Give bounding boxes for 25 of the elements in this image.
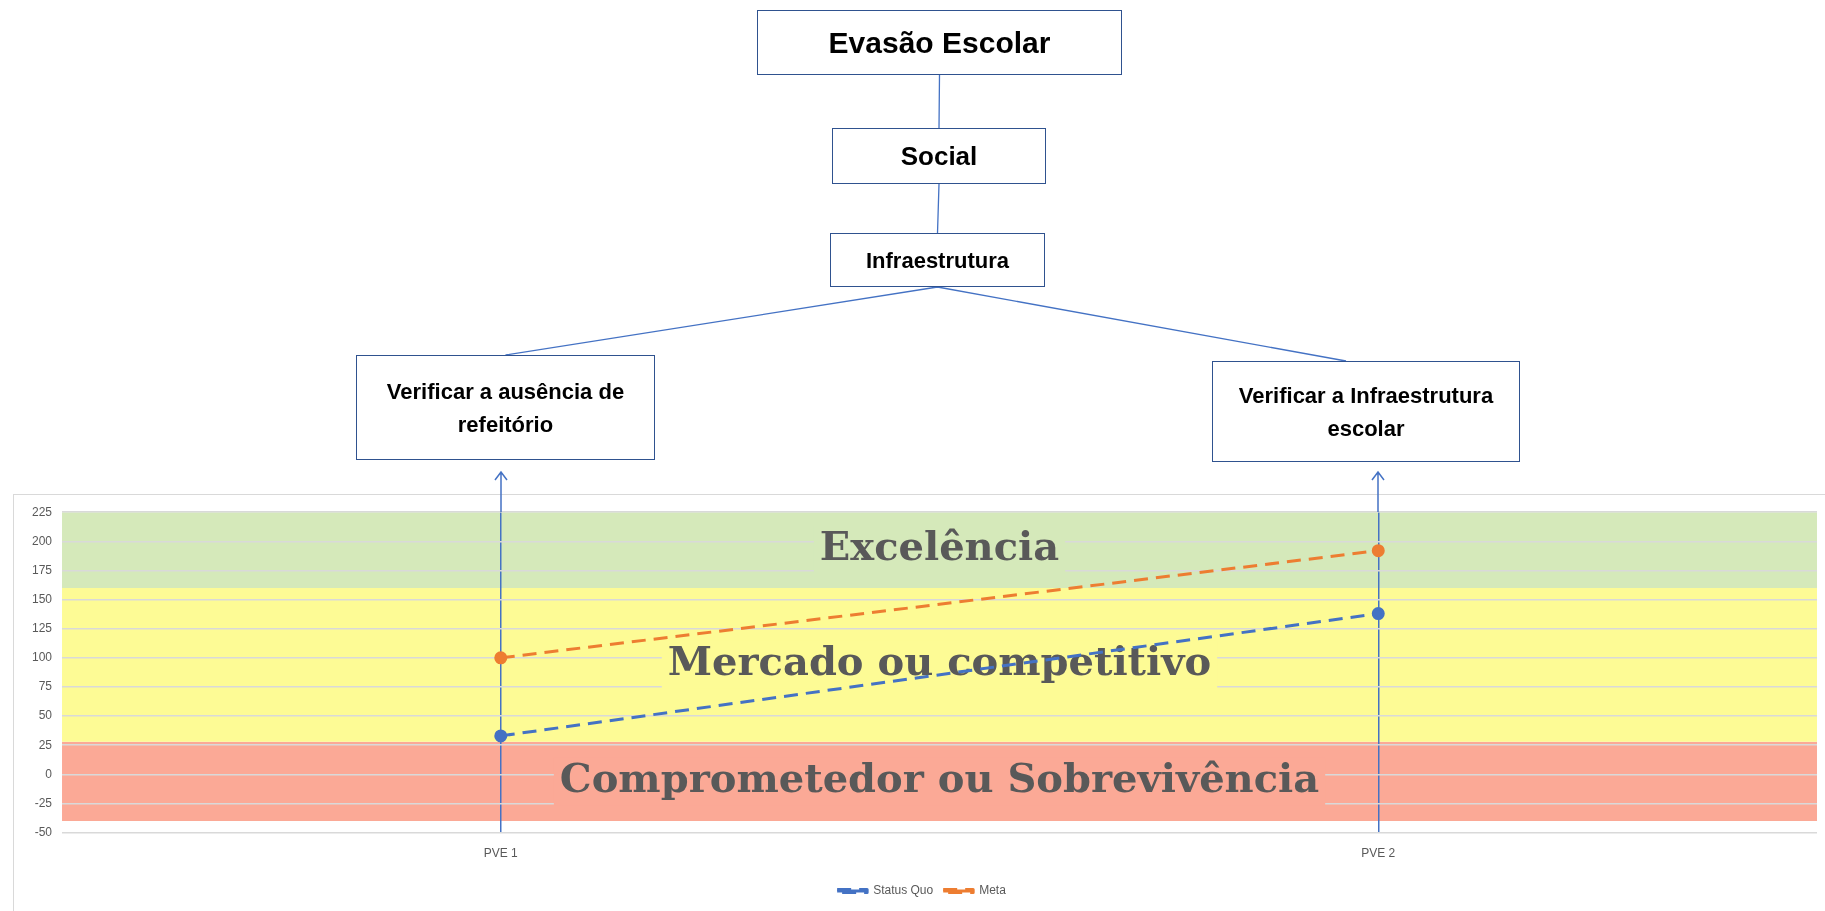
y-tick-label: 125 [31, 621, 53, 636]
point [494, 729, 508, 743]
x-tick-label: PVE 1 [483, 846, 519, 861]
y-tick-label: 75 [38, 679, 53, 694]
y-tick-label: 175 [31, 562, 53, 577]
text: Evasão Escolar [757, 10, 1122, 75]
legend-label: Meta [979, 883, 1007, 898]
y-tick-label: 200 [31, 533, 53, 548]
band-label: Comprometedor ou Sobrevivência [559, 753, 1320, 801]
y-tick-label: 50 [38, 708, 53, 723]
text: Verificar a ausência de refeitório [356, 355, 655, 460]
y-tick-label: 100 [31, 650, 53, 665]
y-tick-label: 25 [38, 737, 53, 752]
point [1371, 607, 1385, 621]
y-tick-label: 150 [31, 591, 53, 606]
point [1371, 544, 1385, 558]
point [494, 651, 508, 665]
legend-label: Status Quo [873, 883, 934, 898]
y-tick-label: 0 [45, 766, 53, 781]
y-tick-label: 225 [31, 504, 53, 519]
band-label: Excelência [819, 522, 1060, 570]
x-tick-label: PVE 2 [1361, 846, 1396, 861]
text: Verificar a Infraestrutura escolar [1212, 361, 1520, 462]
y-tick-label: -50 [34, 824, 53, 839]
y-tick-label: -25 [34, 795, 53, 810]
